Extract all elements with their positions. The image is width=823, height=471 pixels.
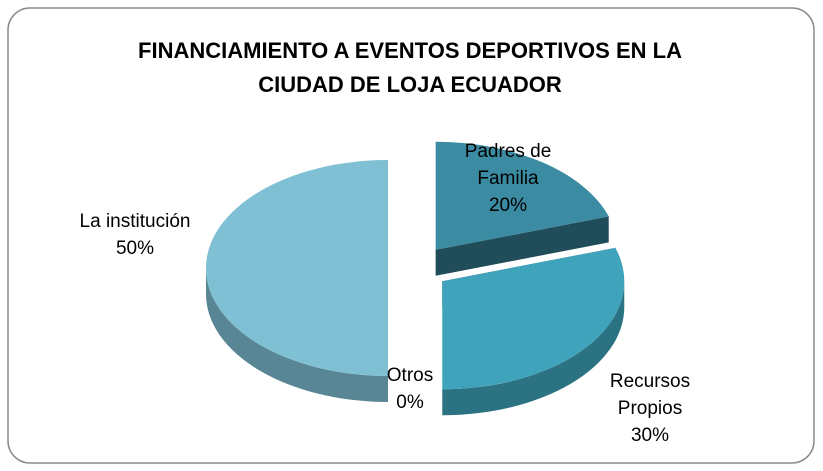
slice-edge — [206, 268, 388, 402]
slice-top — [442, 247, 625, 390]
pie-slice — [442, 247, 625, 416]
slice-top — [435, 141, 609, 250]
label-value: 30% — [630, 425, 670, 446]
label-category: Otros — [386, 365, 434, 386]
label-category: Padres de Familia — [464, 141, 552, 189]
data-label: Otros 0% — [365, 362, 455, 416]
data-label: La institución 50% — [40, 208, 230, 262]
chart-title: FINANCIAMIENTO A EVENTOS DEPORTIVOS EN L… — [138, 38, 682, 97]
label-value: 0% — [396, 392, 424, 413]
pie-slice — [435, 141, 609, 276]
slice-edge — [442, 281, 625, 416]
pie-slice — [206, 160, 388, 402]
data-label: Recursos Propios 30% — [590, 368, 710, 449]
pie — [206, 141, 625, 416]
data-label: Padres de Familia 20% — [458, 138, 558, 219]
label-category: La institución — [79, 211, 191, 232]
slice-side — [435, 216, 609, 276]
label-value: 20% — [488, 195, 528, 216]
slice-top — [206, 160, 388, 376]
chart-border — [7, 7, 815, 464]
label-value: 50% — [115, 238, 155, 259]
label-category: Recursos Propios — [609, 371, 691, 419]
